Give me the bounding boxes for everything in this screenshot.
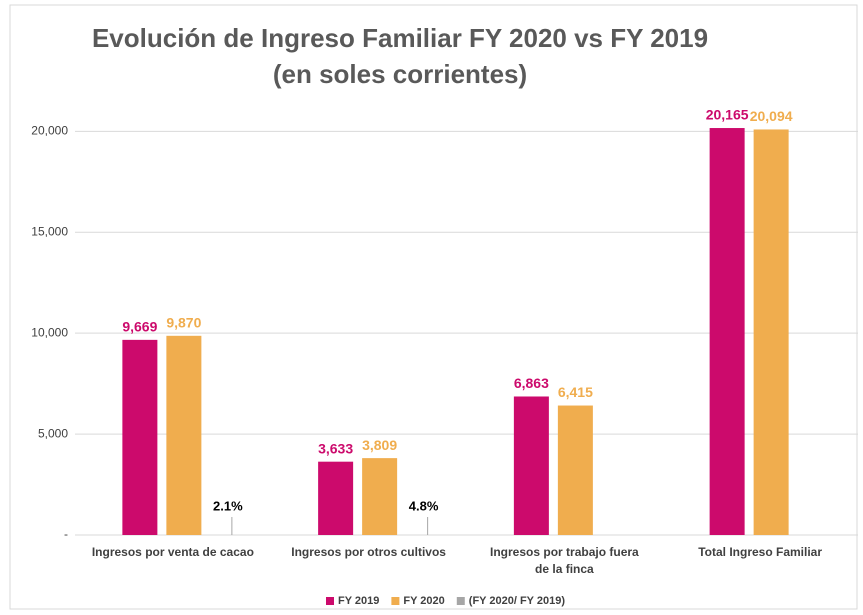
chart-title: Evolución de Ingreso Familiar FY 2020 vs… xyxy=(92,23,708,53)
legend-swatch xyxy=(391,597,400,605)
data-label: 9,870 xyxy=(166,315,201,331)
bar xyxy=(557,405,593,535)
bar xyxy=(753,129,789,535)
data-label: 2.1% xyxy=(213,498,243,513)
bar xyxy=(318,461,354,535)
legend-label: FY 2020 xyxy=(403,595,444,607)
y-tick-label: 20,000 xyxy=(31,124,68,138)
x-tick-label: Ingresos por venta de cacao xyxy=(92,545,254,559)
data-label: 6,415 xyxy=(558,384,593,400)
data-label: 20,165 xyxy=(706,107,749,123)
x-tick-label: Ingresos por trabajo fuera de la finca xyxy=(490,545,639,576)
bar xyxy=(122,339,158,535)
data-label: 3,809 xyxy=(362,437,397,453)
bar xyxy=(166,335,202,535)
data-label: 6,863 xyxy=(514,375,549,391)
legend-swatch xyxy=(456,597,465,605)
data-label: 9,669 xyxy=(122,319,157,335)
bar xyxy=(709,128,745,535)
bar xyxy=(362,458,398,535)
data-label: 4.8% xyxy=(409,498,439,513)
data-label: 20,094 xyxy=(750,108,793,124)
x-tick-label-line: de la finca xyxy=(535,562,594,576)
bar xyxy=(513,396,549,535)
x-tick-label: Total Ingreso Familiar xyxy=(698,545,822,559)
y-tick-label: - xyxy=(64,527,68,541)
data-label: 3,633 xyxy=(318,440,353,456)
x-tick-label: Ingresos por otros cultivos xyxy=(291,545,446,559)
y-tick-label: 5,000 xyxy=(38,426,68,440)
legend-swatch xyxy=(326,597,334,605)
legend-label: FY 2019 xyxy=(338,595,379,607)
x-tick-label-line: Ingresos por trabajo fuera xyxy=(490,545,639,559)
y-tick-label: 10,000 xyxy=(31,325,68,339)
legend-label: (FY 2020/ FY 2019) xyxy=(469,595,566,607)
y-tick-label: 15,000 xyxy=(31,224,68,238)
chart-subtitle: (en soles corrientes) xyxy=(273,59,527,89)
